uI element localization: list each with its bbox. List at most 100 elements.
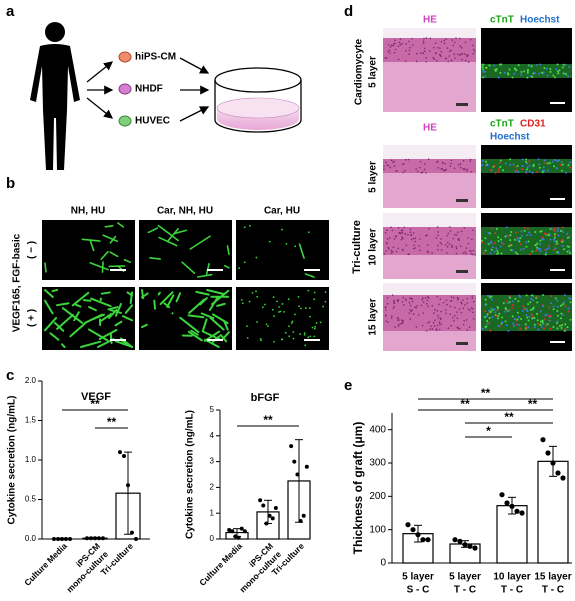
cell-signal: [496, 308, 499, 311]
data-point: [97, 536, 101, 541]
cell-signal: [556, 70, 559, 73]
vessel: [73, 311, 80, 322]
cell-dot: [315, 322, 318, 324]
cell-signal: [484, 237, 487, 240]
nucleus: [416, 305, 418, 307]
nucleus: [466, 329, 469, 331]
nucleus: [407, 233, 409, 236]
nucleus: [460, 301, 463, 304]
cell-signal: [532, 299, 535, 302]
cell-signal: [514, 68, 517, 71]
data-point: [227, 527, 232, 532]
cell-signal: [541, 319, 544, 322]
nucleus: [393, 165, 396, 167]
nucleus: [388, 237, 391, 239]
cell-dot: [309, 315, 311, 318]
cell-signal: [527, 326, 530, 329]
vessel: [123, 259, 132, 263]
nucleus: [464, 168, 466, 171]
cell-signal: [481, 327, 484, 330]
he-tissue: [383, 38, 476, 62]
nucleus: [389, 166, 392, 169]
nucleus: [438, 303, 440, 305]
nucleus: [431, 328, 434, 330]
cell-dot: [308, 307, 311, 310]
cell-dot: [281, 228, 283, 231]
vessel: [126, 291, 133, 297]
cell-signal: [509, 163, 512, 166]
cell-dot: [246, 325, 248, 328]
nucleus: [436, 295, 439, 298]
nucleus: [417, 170, 419, 173]
cell-signal: [542, 294, 545, 297]
nucleus: [425, 303, 428, 305]
chart-title: bFGF: [251, 392, 280, 404]
nucleus: [393, 160, 396, 163]
vessel: [44, 299, 54, 315]
vessel: [88, 328, 109, 342]
cell-signal: [525, 170, 528, 173]
cell-signal: [503, 71, 506, 74]
cell-signal: [482, 251, 485, 254]
vessel: [109, 251, 119, 258]
fluor-tissue: [481, 64, 572, 78]
vessel: [188, 298, 206, 314]
y-tick-label: 0: [210, 534, 215, 543]
nucleus: [436, 310, 439, 312]
cell-signal: [567, 307, 570, 310]
cell-signal: [539, 239, 542, 242]
cell-signal: [553, 165, 556, 168]
nucleus: [464, 41, 467, 44]
data-point: [258, 498, 263, 503]
vessel: [304, 273, 315, 278]
data-point: [134, 537, 138, 541]
cell-signal: [551, 160, 554, 163]
nucleus: [444, 309, 447, 311]
cell-signal: [512, 325, 515, 328]
cell-signal: [515, 169, 518, 172]
nucleus: [409, 231, 412, 234]
nucleus: [385, 161, 387, 163]
cell-signal: [527, 68, 530, 71]
nucleus: [422, 301, 425, 304]
cell-signal: [506, 308, 509, 311]
cell-signal: [493, 250, 496, 253]
stain-label: HE: [423, 123, 437, 134]
cell-signal: [562, 226, 565, 229]
nucleus: [398, 319, 400, 321]
cell-signal: [549, 234, 552, 237]
cell-signal: [525, 162, 528, 165]
cell-signal: [514, 251, 517, 254]
cell-signal: [548, 161, 551, 164]
cell-signal: [538, 166, 541, 169]
vessel: [60, 343, 66, 348]
nucleus: [450, 300, 452, 302]
cell-signal: [501, 169, 504, 172]
cell-signal: [539, 63, 542, 66]
cell-signal: [525, 160, 528, 163]
nucleus: [432, 322, 435, 324]
nucleus: [434, 42, 437, 45]
vessel: [159, 291, 174, 306]
cell-dot: [313, 291, 316, 294]
cell-signal: [509, 158, 512, 161]
cell-signal: [560, 304, 563, 307]
cell-signal: [549, 327, 552, 330]
vessel: [216, 302, 226, 307]
nucleus: [471, 308, 474, 310]
nucleus: [433, 325, 436, 327]
cell-dot: [284, 331, 287, 334]
vessel: [100, 250, 109, 261]
nucleus: [458, 308, 461, 310]
data-point: [425, 537, 431, 543]
vessel: [89, 262, 109, 271]
nucleus: [392, 161, 394, 164]
nucleus: [447, 327, 450, 330]
cell-signal: [541, 236, 544, 239]
he-substrate: [383, 255, 476, 279]
cell-signal: [565, 73, 568, 76]
cell-signal: [559, 163, 562, 166]
cell-dot: [240, 298, 243, 301]
nucleus: [423, 168, 426, 171]
cell-signal: [488, 317, 491, 320]
